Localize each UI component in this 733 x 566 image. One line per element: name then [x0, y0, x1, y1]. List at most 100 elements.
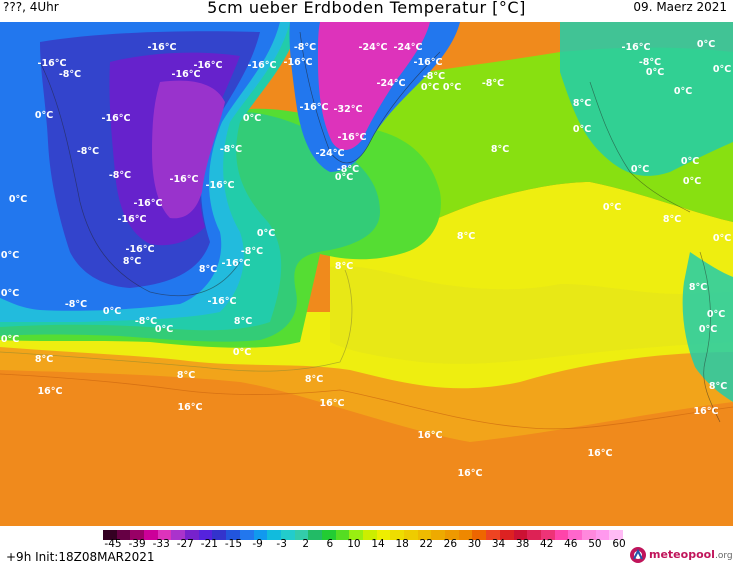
isotherm-label: 0°C: [35, 110, 53, 121]
coastline-greenland: [299, 31, 441, 164]
color-scale-tick: -15: [224, 538, 243, 550]
color-scale-segment: [157, 530, 172, 540]
isotherm-label: 0°C: [155, 324, 173, 335]
color-scale-tick: 6: [326, 538, 334, 550]
greenland-core: [318, 22, 430, 151]
color-scale-tick: -33: [152, 538, 170, 550]
color-scale-tick: -27: [176, 538, 194, 550]
coastline-canada: [39, 61, 241, 297]
isotherm-label: 8°C: [491, 144, 509, 155]
isotherm-label: 8°C: [35, 354, 53, 365]
light-yellow-patch: [330, 265, 733, 364]
color-scale-tick: -39: [128, 538, 146, 550]
isotherm-label: 16°C: [38, 386, 63, 397]
isotherm-16: [0, 373, 733, 430]
isotherm-label: -32°C: [334, 104, 363, 115]
isotherm-label: -24°C: [359, 42, 388, 53]
isotherm-label: -24°C: [316, 148, 345, 159]
color-scale-tick: -3: [276, 538, 287, 550]
isotherm-label: -16°C: [194, 60, 223, 71]
isotherm-label: 16°C: [320, 398, 345, 409]
color-scale-segment: [239, 530, 254, 540]
isotherm-label: -8°C: [482, 78, 504, 89]
europe-cool: [682, 252, 733, 402]
isotherm-label: 0°C: [697, 39, 715, 50]
isotherm-label: -8°C: [59, 69, 81, 80]
isotherm-label: 16°C: [458, 468, 483, 479]
isotherm-8: [0, 269, 353, 372]
isotherm-label: 0°C: [646, 67, 664, 78]
temperature-map[interactable]: -16°C -8°C -24°C -24°C -16°C 0°C-16°C -16°C -16…: [0, 22, 733, 526]
isotherm-label: -8°C: [639, 57, 661, 68]
color-scale-tick: 46: [564, 538, 578, 550]
logo-icon: [630, 547, 646, 563]
meteopool-logo[interactable]: meteopool.org: [629, 545, 733, 565]
isotherm-label: -16°C: [222, 258, 251, 269]
color-scale-segment: [267, 530, 282, 540]
color-scale-segment: [472, 530, 487, 540]
color-scale-segment: [321, 530, 337, 540]
color-scale-segment: [363, 530, 378, 540]
isotherm-label: 8°C: [199, 264, 217, 275]
color-scale-segment: [308, 530, 323, 540]
color-scale-segment: [458, 530, 473, 540]
isotherm-label: 8°C: [177, 370, 195, 381]
isotherm-label: 16°C: [178, 402, 203, 413]
isotherm-label: 0°C: [699, 324, 717, 335]
isotherm-label: -8°C: [294, 42, 316, 53]
color-scale-segment: [431, 530, 446, 540]
isotherm-label: 8°C: [234, 316, 252, 327]
isotherm-label: -16°C: [118, 214, 147, 225]
color-scale-segment: [513, 530, 528, 540]
isotherm-label: 0°C: [243, 113, 261, 124]
color-scale-tick: 30: [467, 538, 482, 550]
isotherm-label: 0°C: [674, 86, 692, 97]
isotherm-label: 0°C: [707, 309, 725, 320]
isotherm-label: -8°C: [423, 71, 445, 82]
isotherm-label: -8°C: [109, 170, 131, 181]
color-scale-tick: 34: [491, 538, 506, 550]
isotherm-label: 0°C: [257, 228, 275, 239]
isotherm-label: -16°C: [338, 132, 367, 143]
isotherm-label: -16°C: [102, 113, 131, 124]
color-scale-segment: [417, 530, 432, 540]
isotherm-label: 8°C: [573, 98, 591, 109]
color-scale-tick: 14: [371, 538, 385, 550]
isotherm-label: 0°C: [1, 334, 19, 345]
isotherm-label: 8°C: [123, 256, 141, 267]
color-scale-segment: [499, 530, 514, 540]
isotherm-label: 8°C: [457, 231, 475, 242]
color-scale-segment: [595, 530, 610, 540]
init-label: +9h Init:18Z08MAR2021: [6, 550, 155, 564]
isotherm-label: 0°C: [681, 156, 699, 167]
color-scale-tick: 50: [588, 538, 602, 550]
isotherm-label: -24°C: [377, 78, 406, 89]
isotherm-label: 0°C: [603, 202, 621, 213]
isotherm-label: 16°C: [588, 448, 613, 459]
isotherm-label: -8°C: [337, 164, 359, 175]
isotherm-label: -24°C: [394, 42, 423, 53]
logo-suffix: .org: [714, 551, 733, 561]
color-scale-tick: 42: [540, 538, 554, 550]
isotherm-label: -16°C: [148, 42, 177, 53]
isotherm-label: 8°C: [689, 282, 707, 293]
isotherm-label: -16°C: [38, 58, 67, 69]
color-scale-segment: [116, 530, 131, 540]
isotherm-label: -8°C: [77, 146, 99, 157]
color-scale-segment: [486, 530, 501, 540]
color-scale-ticks: -45 -39 -33 -27 -21 -15 -9 -3 2 6 10 14 18 22 26 30 34 38…: [103, 538, 625, 552]
color-scale-tick: 38: [515, 538, 530, 550]
color-scale-segment: [226, 530, 241, 540]
color-scale-tick: -9: [252, 538, 263, 550]
isotherm-label: -16°C: [414, 57, 443, 68]
isotherm-label: -16°C: [206, 180, 235, 191]
isotherm-label: -16°C: [248, 60, 277, 71]
valid-date: 09. Maerz 2021: [633, 0, 727, 14]
isotherm-label: 0°C: [335, 172, 353, 183]
color-scale-segment: [349, 530, 364, 540]
color-scale-segment: [568, 530, 583, 540]
isotherm-label: 16°C: [418, 430, 443, 441]
isotherm-label: 0°C: [683, 176, 701, 187]
isotherm-label: 0°C: [421, 82, 439, 93]
isotherm-label: 0°C: [9, 194, 27, 205]
